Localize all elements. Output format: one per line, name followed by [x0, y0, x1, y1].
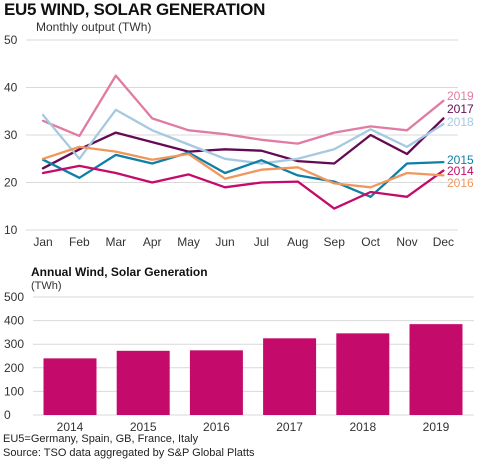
line-x-tick-jul: Jul — [254, 235, 269, 249]
line-legend-2017: 2017 — [447, 102, 474, 116]
footnote: EU5=Germany, Spain, GB, France, Italy — [3, 433, 199, 445]
line-series-2019 — [41, 74, 445, 145]
line-chart-subtitle: Monthly output (TWh) — [36, 20, 152, 34]
bar-2019 — [409, 324, 463, 415]
line-y-tick-10: 10 — [4, 223, 18, 237]
bar-2016 — [189, 350, 243, 415]
line-x-tick-feb: Feb — [69, 235, 90, 249]
line-y-tick-20: 20 — [4, 176, 18, 190]
line-y-tick-40: 40 — [4, 81, 18, 95]
line-x-tick-mar: Mar — [105, 235, 126, 249]
line-x-tick-jun: Jun — [215, 235, 234, 249]
bar-y-tick-300: 300 — [4, 337, 24, 351]
line-x-tick-oct: Oct — [361, 235, 380, 249]
bar-x-tick-2016: 2016 — [203, 420, 230, 434]
line-legend-2014: 2014 — [447, 164, 474, 178]
bar-y-tick-100: 100 — [4, 384, 24, 398]
bar-x-tick-2015: 2015 — [130, 420, 157, 434]
bar-x-tick-2017: 2017 — [276, 420, 303, 434]
line-x-tick-aug: Aug — [287, 235, 308, 249]
line-series-2018 — [41, 108, 445, 165]
bar-2015 — [116, 350, 170, 415]
line-legend-2016: 2016 — [447, 176, 474, 190]
line-series-2017 — [41, 117, 445, 170]
bar-2014 — [43, 358, 97, 415]
line-legend-2019: 2019 — [447, 89, 474, 103]
bar-chart-unit-label: (TWh) — [31, 280, 62, 292]
page-title: EU5 WIND, SOLAR GENERATION — [4, 0, 266, 19]
line-series-2014 — [41, 164, 445, 210]
line-x-tick-nov: Nov — [396, 235, 417, 249]
bar-x-tick-2018: 2018 — [349, 420, 376, 434]
line-x-tick-jan: Jan — [33, 235, 52, 249]
bar-chart-title: Annual Wind, Solar Generation — [31, 265, 208, 279]
bar-y-tick-200: 200 — [4, 361, 24, 375]
line-y-tick-50: 50 — [4, 33, 18, 47]
line-series-2016 — [41, 145, 445, 189]
bar-x-tick-2014: 2014 — [57, 420, 84, 434]
bar-y-tick-500: 500 — [4, 290, 24, 304]
bar-x-tick-2019: 2019 — [423, 420, 450, 434]
bar-2018 — [336, 333, 390, 415]
line-series-2015 — [41, 151, 445, 198]
bar-y-tick-400: 400 — [4, 314, 24, 328]
bar-y-tick-0: 0 — [4, 408, 11, 422]
line-legend-2015: 2015 — [447, 153, 474, 167]
bar-2017 — [263, 338, 317, 415]
line-y-tick-30: 30 — [4, 128, 18, 142]
line-x-tick-dec: Dec — [433, 235, 454, 249]
source-note: Source: TSO data aggregated by S&P Globa… — [3, 447, 255, 459]
line-legend-2018: 2018 — [447, 115, 474, 129]
line-x-tick-apr: Apr — [143, 235, 162, 249]
line-x-tick-sep: Sep — [324, 235, 346, 249]
line-x-tick-may: May — [177, 235, 200, 249]
